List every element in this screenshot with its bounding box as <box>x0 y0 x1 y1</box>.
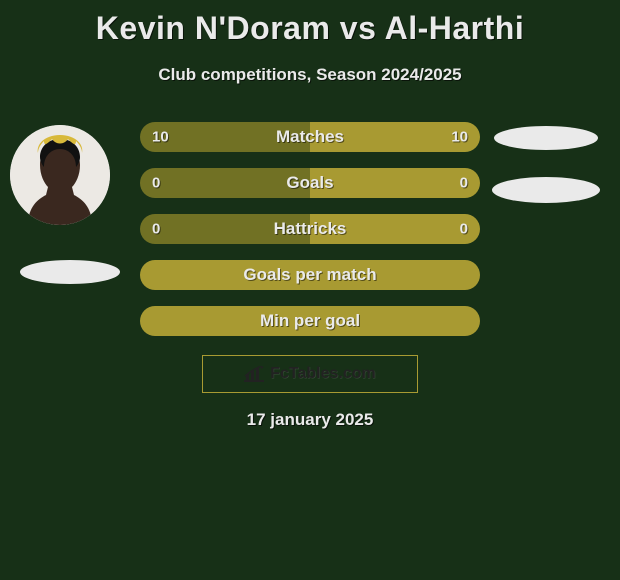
bar-label: Min per goal <box>260 311 360 331</box>
player-left-avatar <box>10 125 110 225</box>
logo-text: FcTables.com <box>270 365 376 383</box>
bar-value-right: 10 <box>451 129 468 146</box>
date-label: 17 january 2025 <box>0 410 620 430</box>
stat-bar-hattricks: 0 Hattricks 0 <box>140 214 480 244</box>
bar-fill-right <box>310 168 480 198</box>
stats-bars: 10 Matches 10 0 Goals 0 0 Hattricks 0 Go… <box>140 122 480 352</box>
decorative-oval-right-1 <box>494 126 598 150</box>
page-title: Kevin N'Doram vs Al-Harthi <box>0 0 620 47</box>
decorative-oval-right-2 <box>492 177 600 203</box>
bar-value-left: 0 <box>152 221 160 238</box>
bar-label: Goals <box>286 173 333 193</box>
stat-bar-goals-per-match: Goals per match <box>140 260 480 290</box>
logo-box: FcTables.com <box>202 355 418 393</box>
bar-value-right: 0 <box>460 221 468 238</box>
bar-label: Hattricks <box>274 219 347 239</box>
bar-value-left: 0 <box>152 175 160 192</box>
bar-label: Matches <box>276 127 344 147</box>
page-subtitle: Club competitions, Season 2024/2025 <box>0 65 620 85</box>
stat-bar-matches: 10 Matches 10 <box>140 122 480 152</box>
bar-value-left: 10 <box>152 129 169 146</box>
stat-bar-min-per-goal: Min per goal <box>140 306 480 336</box>
bar-fill-left <box>140 168 310 198</box>
avatar-portrait-icon <box>10 125 110 225</box>
bar-value-right: 0 <box>460 175 468 192</box>
chart-icon <box>244 366 264 382</box>
stat-bar-goals: 0 Goals 0 <box>140 168 480 198</box>
decorative-oval-left <box>20 260 120 284</box>
bar-label: Goals per match <box>243 265 376 285</box>
